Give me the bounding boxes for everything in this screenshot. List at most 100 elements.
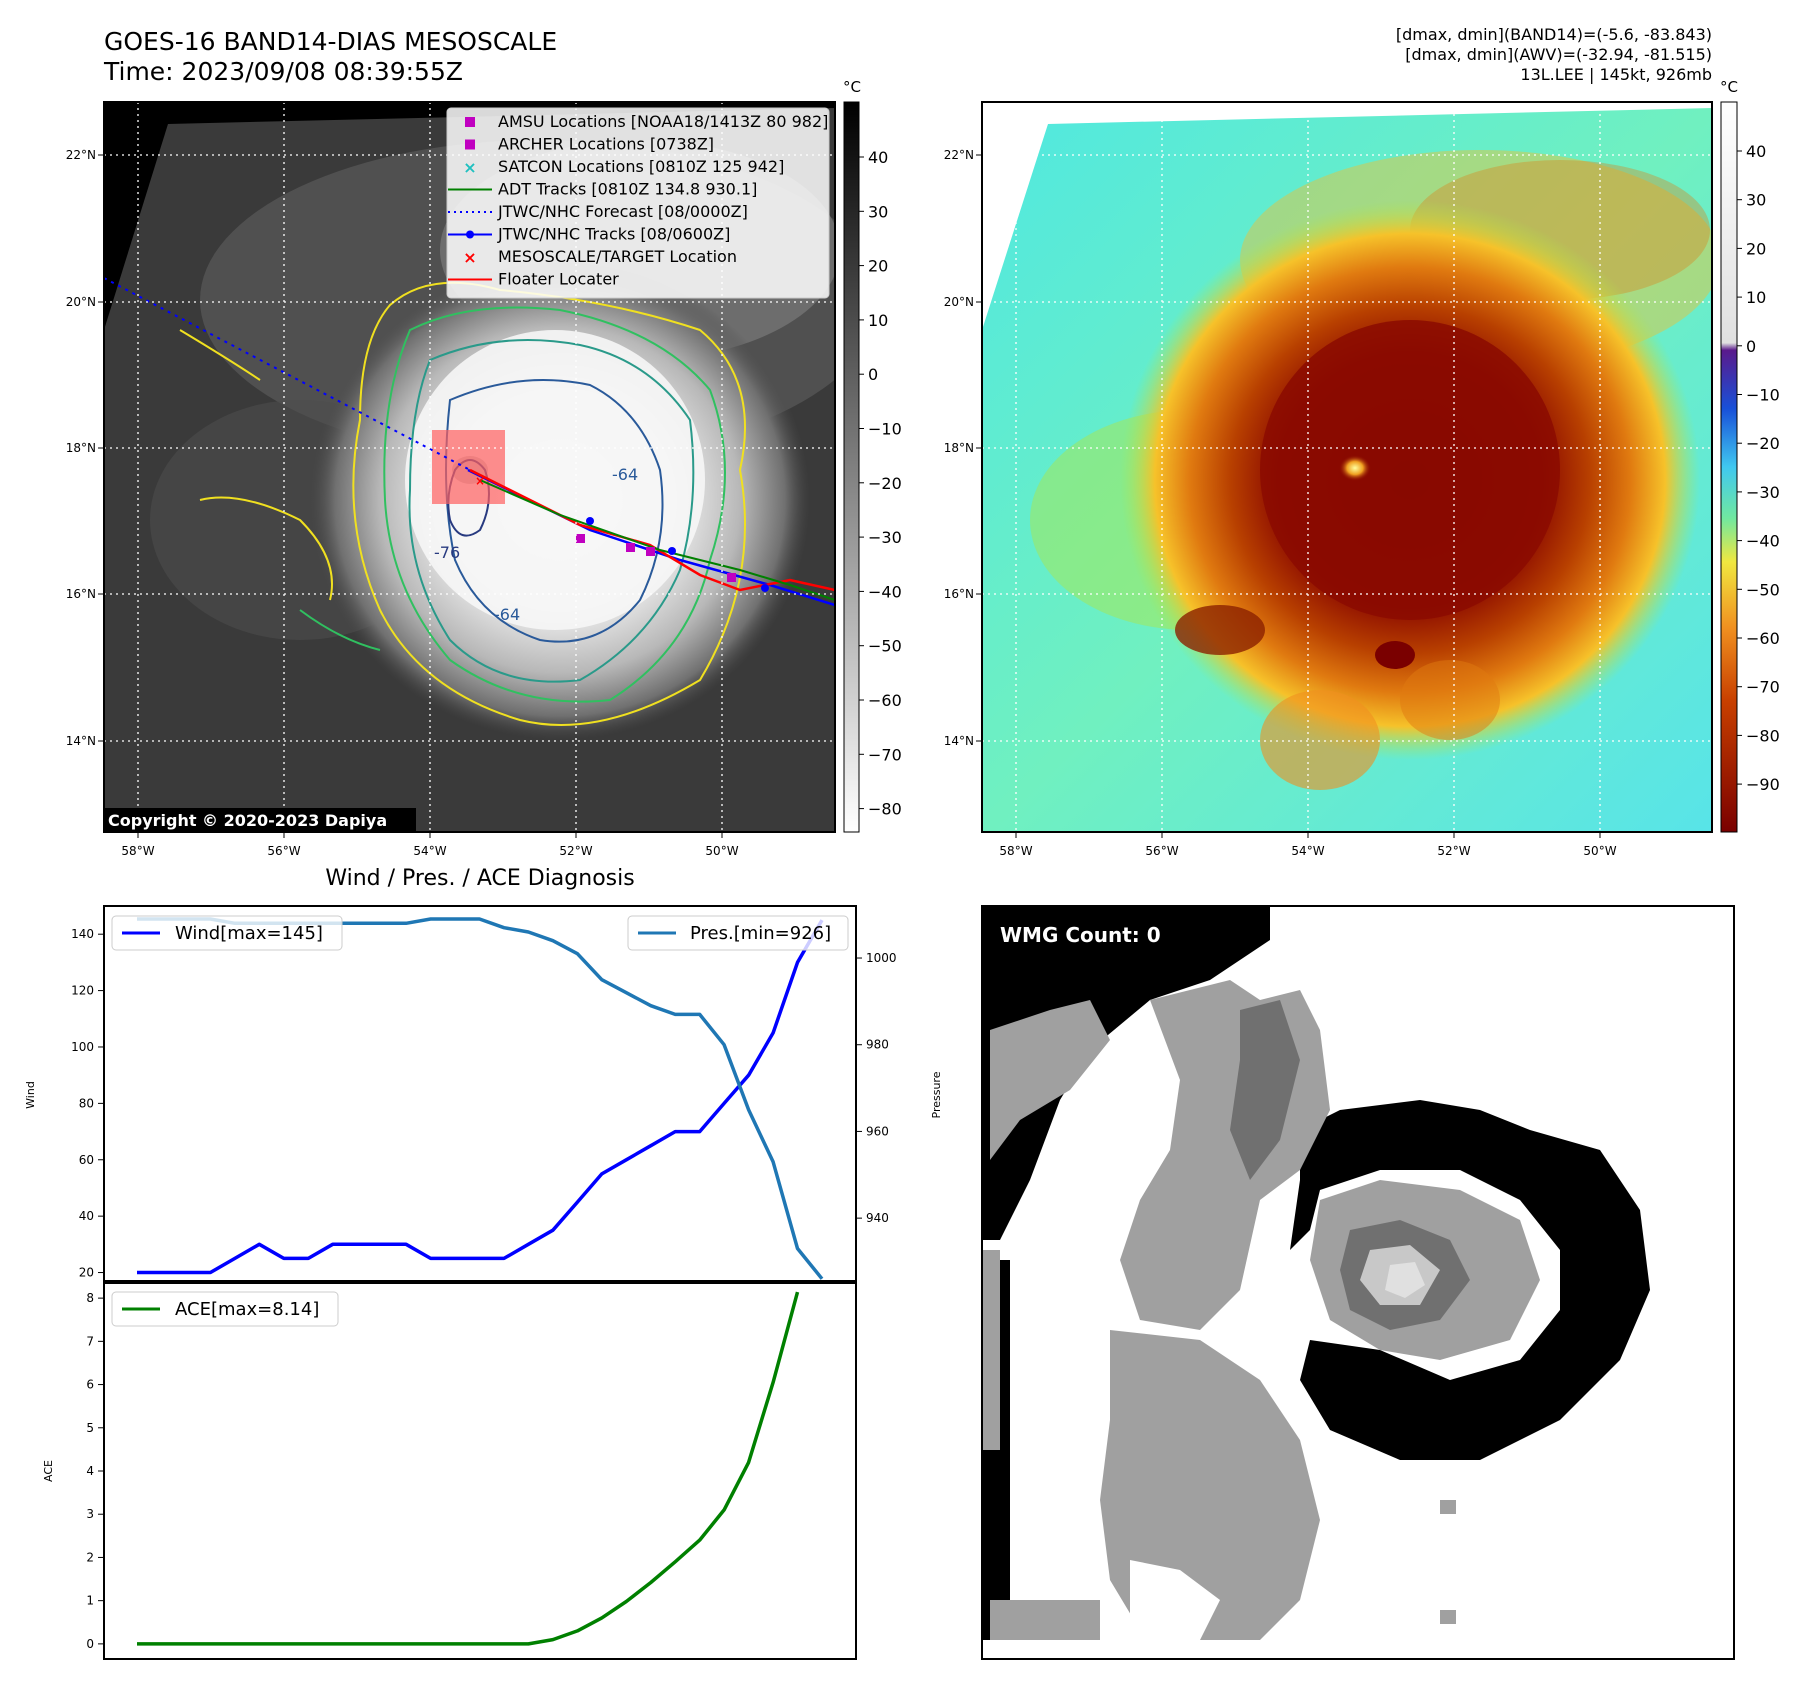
contour-label-3: -76: [434, 543, 460, 562]
map1-lon-56: 56°W: [267, 844, 300, 858]
wind-ytick-label: 140: [71, 927, 94, 941]
map1-lat-16: 16°N: [66, 587, 96, 601]
map2-lat-16: 16°N: [944, 587, 974, 601]
ace-ytick-label: 2: [86, 1550, 94, 1564]
ace-ytick-label: 7: [86, 1334, 94, 1348]
map2-lon-ticks: 58°W 56°W 54°W 52°W 50°W: [999, 832, 1617, 858]
color-cbar-label: −20: [1746, 434, 1780, 453]
map1-lon-52: 52°W: [559, 844, 592, 858]
color-cbar-label: 10: [1746, 288, 1766, 307]
gray-cbar-label: −20: [868, 474, 902, 493]
copyright-text: Copyright © 2020-2023 Dapiya: [108, 811, 387, 830]
diagnosis-title: Wind / Pres. / ACE Diagnosis: [325, 866, 634, 891]
wind-ytick-label: 80: [79, 1096, 94, 1110]
map2-lat-ticks: 22°N 20°N 18°N 16°N 14°N: [944, 148, 982, 748]
map2-lon-58: 58°W: [999, 844, 1032, 858]
gray-cbar-label: −60: [868, 691, 902, 710]
pressure-ytick-label: 960: [866, 1124, 889, 1138]
legend-label: MESOSCALE/TARGET Location: [498, 247, 737, 266]
legend-label: ARCHER Locations [0738Z]: [498, 135, 714, 154]
map2-lon-50: 50°W: [1583, 844, 1616, 858]
gray-cbar-label: −70: [868, 745, 902, 764]
wind-pressure-chart: 20 40 60 80 100 120 140 940 960 980 1000 Wind Pre…: [24, 905, 943, 1282]
color-colorbar-unit: °C: [1720, 78, 1738, 96]
gray-cbar-label: −80: [868, 800, 902, 819]
wind-ytick-label: 40: [79, 1209, 94, 1223]
map2-lon-54: 54°W: [1291, 844, 1324, 858]
map1-lat-14: 14°N: [66, 734, 96, 748]
map1-lon-58: 58°W: [121, 844, 154, 858]
map1-lon-50: 50°W: [705, 844, 738, 858]
legend-item: ARCHER Locations [0738Z]: [465, 135, 714, 154]
map1-lon-54: 54°W: [413, 844, 446, 858]
color-cbar-label: −10: [1746, 386, 1780, 405]
gray-cbar-label: 10: [868, 311, 888, 330]
map1-lat-22: 22°N: [66, 148, 96, 162]
stats-awv: [dmax, dmin](AWV)=(-32.94, -81.515): [1405, 45, 1712, 64]
stats-band14: [dmax, dmin](BAND14)=(-5.6, -83.843): [1396, 25, 1712, 44]
gray-cbar-label: −30: [868, 528, 902, 547]
ace-line: [137, 1291, 800, 1646]
legend-label: Floater Locater: [498, 270, 619, 289]
gray-cbar-label: −40: [868, 582, 902, 601]
legend-item: AMSU Locations [NOAA18/1413Z 80 982]: [465, 112, 828, 131]
contour-label-2: -64: [494, 605, 520, 624]
color-cbar-label: −80: [1746, 726, 1780, 745]
wind-ytick-label: 60: [79, 1153, 94, 1167]
wind-ytick-label: 20: [79, 1266, 94, 1280]
figure-title: GOES-16 BAND14-DIAS MESOSCALE: [104, 27, 557, 56]
color-cbar-label: −40: [1746, 532, 1780, 551]
ace-ytick-label: 4: [86, 1464, 94, 1478]
legend-dot-marker: [466, 230, 474, 239]
legend-label: ADT Tracks [0810Z 134.8 930.1]: [498, 180, 757, 199]
legend-label: JTWC/NHC Tracks [08/0600Z]: [497, 225, 730, 244]
gray-cbar-label: 0: [868, 365, 878, 384]
ace-chart: 0 1 2 3 4 5 6 7 8 ACE ACE[max=8.14]: [42, 1282, 857, 1660]
legend-item: × MESOSCALE/TARGET Location: [463, 247, 737, 267]
map1-lat-20: 20°N: [66, 295, 96, 309]
map2-lat-20: 20°N: [944, 295, 974, 309]
map2-lat-22: 22°N: [944, 148, 974, 162]
ace-ytick-label: 1: [86, 1594, 94, 1608]
color-cbar-label: 20: [1746, 239, 1766, 258]
color-cbar-label: 40: [1746, 142, 1766, 161]
legend-item: × SATCON Locations [0810Z 125 942]: [463, 157, 784, 177]
wind-ytick-label: 120: [71, 984, 94, 998]
ir-color-panel: [981, 101, 1713, 833]
legend-item: ADT Tracks [0810Z 134.8 930.1]: [448, 180, 757, 199]
gray-colorbar-unit: °C: [843, 78, 861, 96]
color-cbar-label: −90: [1746, 775, 1780, 794]
wmg-count: WMG Count: 0: [1000, 923, 1161, 947]
pressure-ytick-label: 1000: [866, 951, 897, 965]
map2-lon-56: 56°W: [1145, 844, 1178, 858]
stats-storm: 13L.LEE | 145kt, 926mb: [1520, 65, 1712, 84]
legend-label: AMSU Locations [NOAA18/1413Z 80 982]: [498, 112, 828, 131]
wind-ytick-label: 100: [71, 1040, 94, 1054]
map1-lat-ticks: 22°N 20°N 18°N 16°N 14°N: [66, 148, 104, 748]
wind-line: [137, 919, 824, 1275]
ace-ylabel: ACE: [42, 1460, 55, 1482]
color-cbar-label: 30: [1746, 191, 1766, 210]
legend-label: SATCON Locations [0810Z 125 942]: [498, 157, 784, 176]
contour-label-1: -64: [612, 465, 638, 484]
legend-x-marker: ×: [463, 158, 476, 177]
legend-item: JTWC/NHC Forecast [08/0000Z]: [448, 202, 748, 221]
map1-lon-ticks: 58°W 56°W 54°W 52°W 50°W: [121, 832, 739, 858]
legend-label: JTWC/NHC Forecast [08/0000Z]: [497, 202, 748, 221]
gray-cbar-label: 40: [868, 148, 888, 167]
gray-colorbar: °C 40 30 20 10 0 −10 −20 −30 −40 −50 −60 −70 −80: [843, 78, 902, 833]
legend-x-marker: ×: [463, 248, 476, 267]
pressure-legend-label: Pres.[min=926]: [690, 923, 831, 944]
map-legend: AMSU Locations [NOAA18/1413Z 80 982] ARCH…: [446, 107, 830, 299]
pressure-ylabel: Pressure: [930, 1071, 943, 1118]
color-cbar-label: −30: [1746, 483, 1780, 502]
map2-lon-52: 52°W: [1437, 844, 1470, 858]
svg-text:×: ×: [475, 474, 485, 488]
color-cbar-label: −60: [1746, 629, 1780, 648]
wind-legend-label: Wind[max=145]: [175, 923, 323, 944]
gray-cbar-label: 30: [868, 202, 888, 221]
ace-ytick-label: 5: [86, 1421, 94, 1435]
color-cbar-label: −70: [1746, 678, 1780, 697]
gray-cbar-label: −50: [868, 637, 902, 656]
ace-ytick-label: 3: [86, 1507, 94, 1521]
